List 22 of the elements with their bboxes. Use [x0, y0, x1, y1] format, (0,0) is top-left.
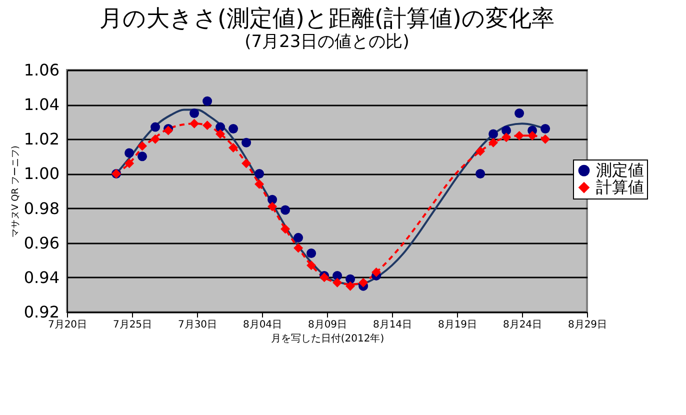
x-tick-label: 7月25日	[112, 320, 152, 330]
y-tick-label: 0.94	[24, 268, 60, 287]
y-tick-label: 1.02	[24, 130, 60, 149]
x-tick-label: 8月09日	[308, 320, 348, 330]
y-tick-label: 1.04	[24, 95, 60, 114]
x-tick-label: 8月14日	[372, 320, 412, 330]
y-tick-label: 1.00	[24, 164, 60, 184]
x-tick-label: 7月20日	[48, 320, 88, 330]
legend-label: 計算値	[596, 178, 644, 197]
chart-title: 月の大きさ(測定値)と距離(計算値)の変化率	[100, 6, 554, 32]
y-tick-label: 0.98	[24, 198, 60, 218]
legend-label: 測定値	[596, 160, 644, 180]
x-axis-title: 月を写した日付(2012年)	[270, 332, 384, 344]
x-tick-label: 7月30日	[178, 320, 218, 330]
y-axis-title: マサヌV QR フーニフ)	[10, 146, 21, 238]
x-tick-label: 8月24日	[502, 320, 542, 330]
x-tick-label: 8月04日	[242, 320, 282, 330]
x-tick-label: 8月19日	[438, 320, 478, 330]
y-tick-label: 1.06	[24, 60, 60, 80]
chart-subtitle: (7月23日の値との比)	[244, 32, 410, 52]
y-tick-label: 0.96	[24, 233, 60, 252]
x-tick-label: 8月29日	[568, 320, 608, 330]
